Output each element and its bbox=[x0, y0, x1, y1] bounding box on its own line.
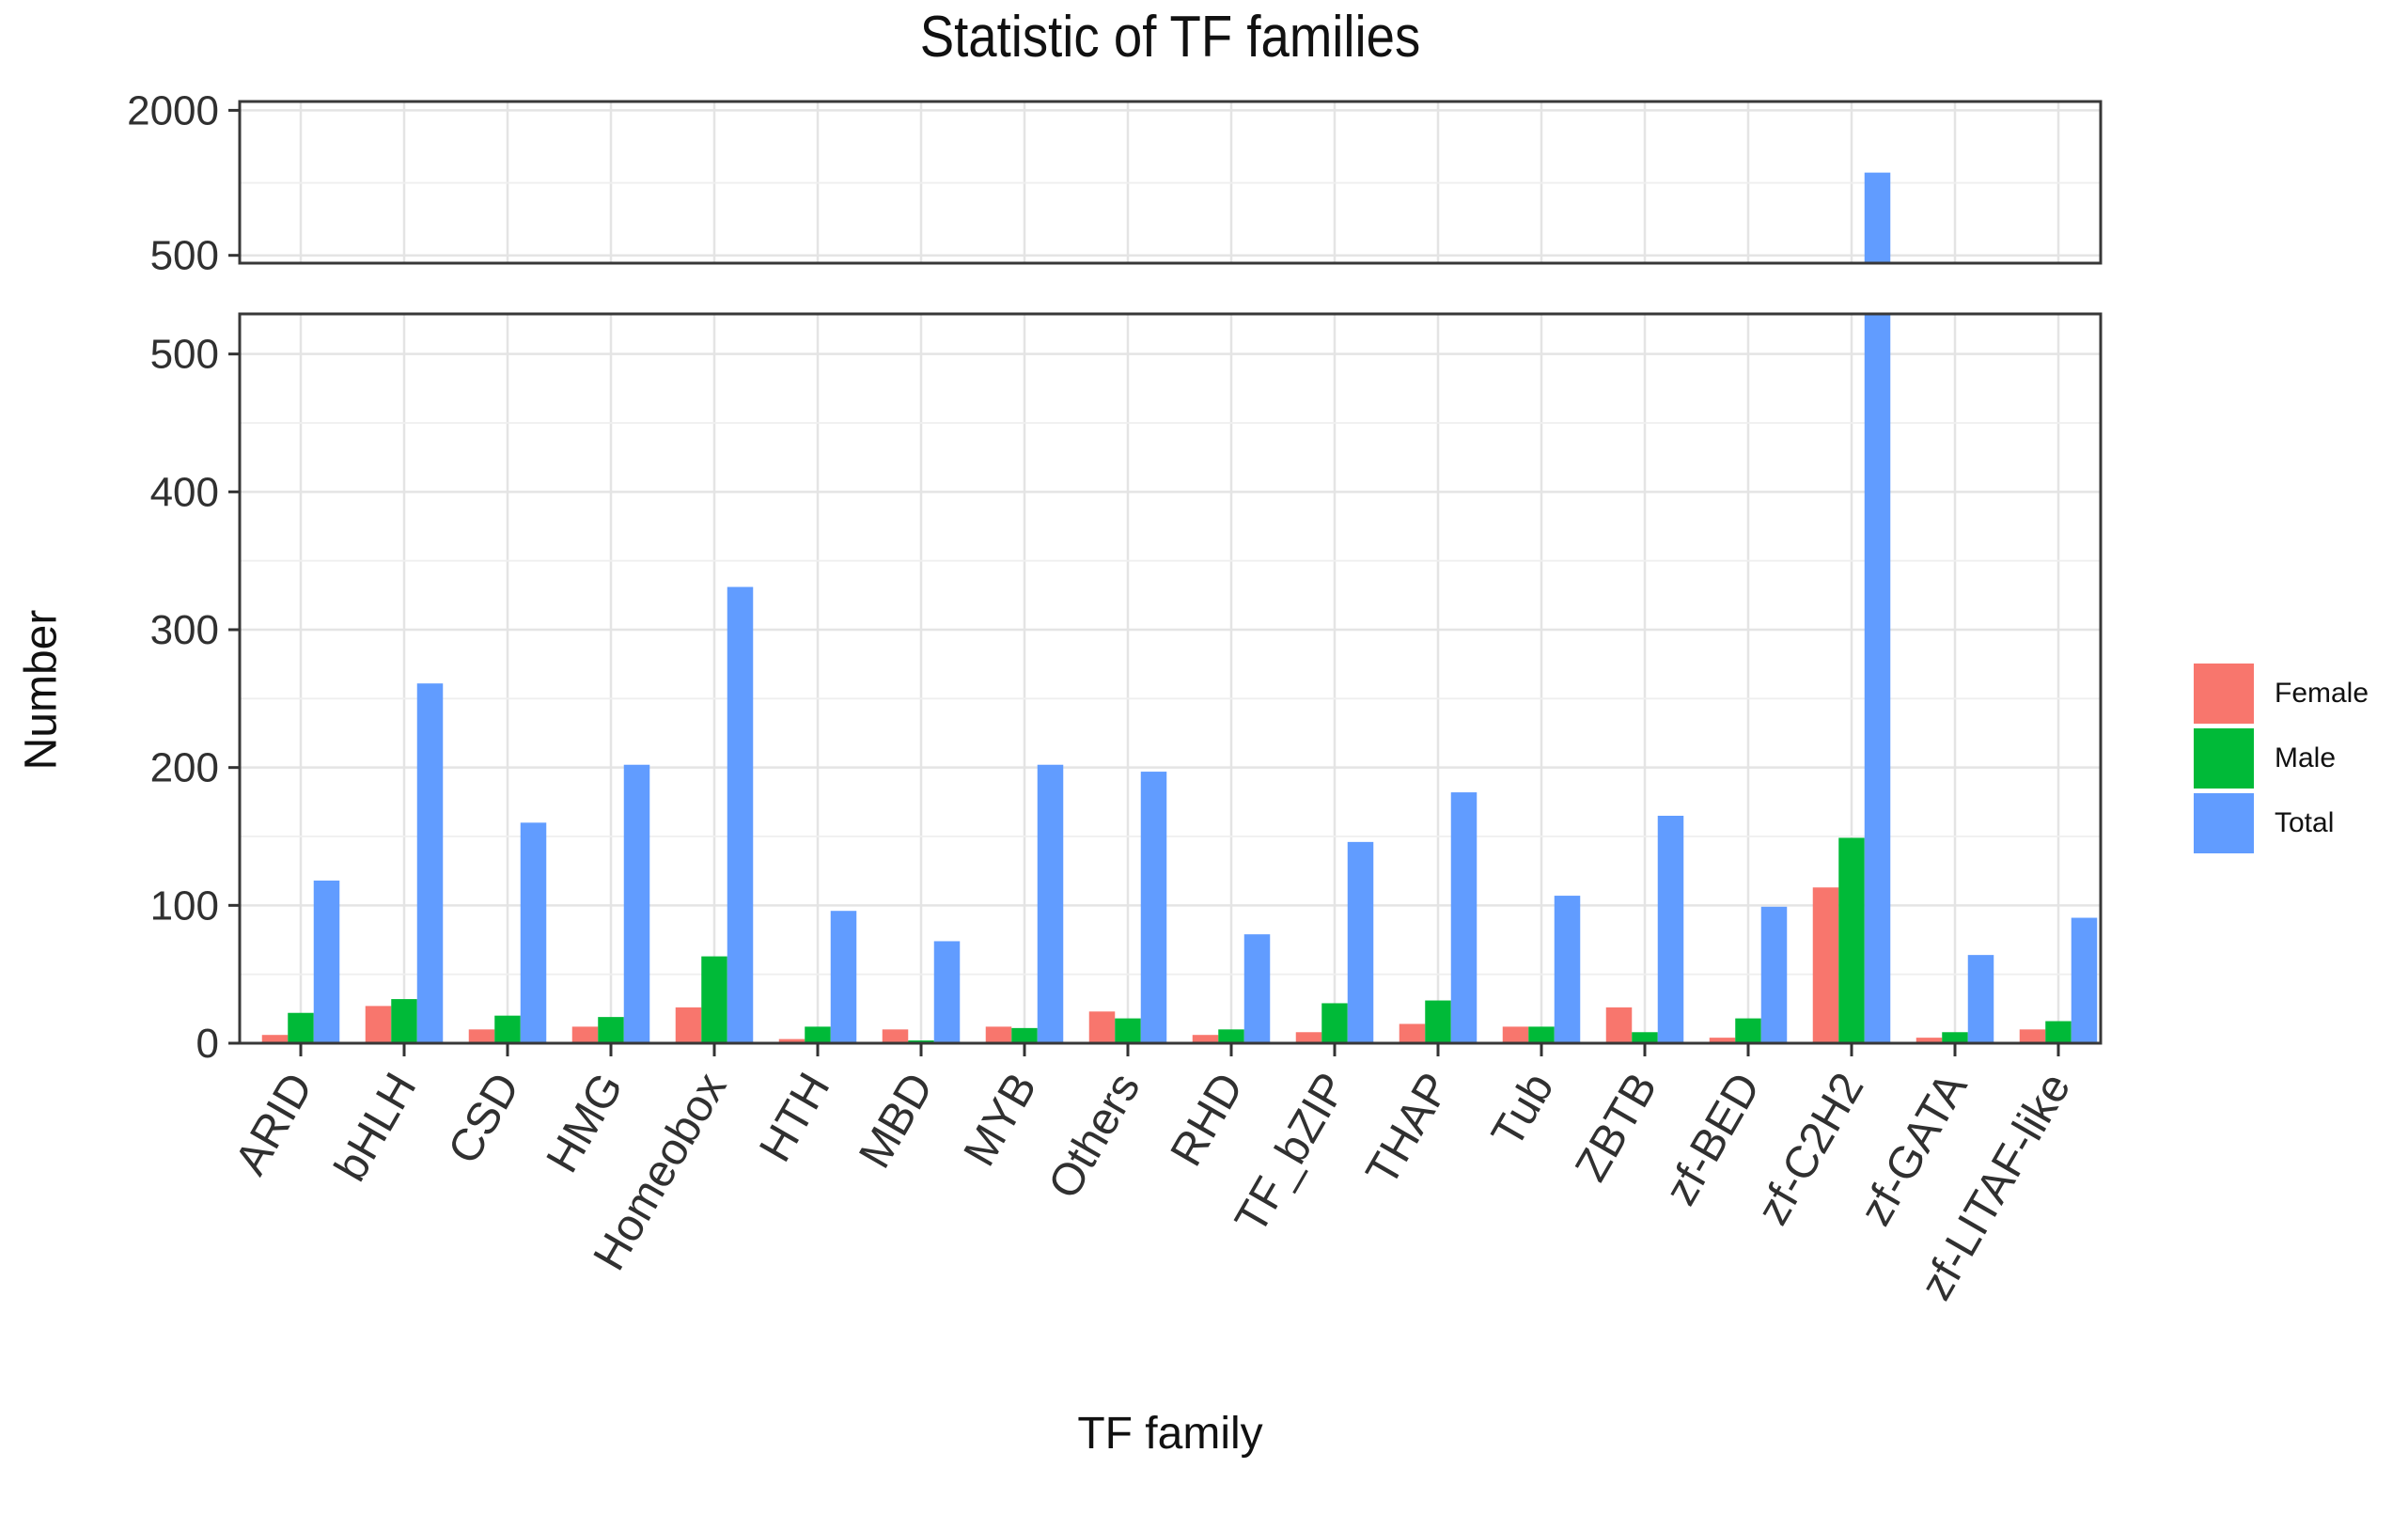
bar-total-RHD bbox=[1243, 934, 1271, 1043]
bar-female-CSD bbox=[468, 1029, 495, 1043]
y-tick-label: 500 bbox=[150, 233, 219, 279]
bar-male-RHD bbox=[1218, 1029, 1244, 1043]
chart-title: Statistic of TF families bbox=[919, 5, 1421, 70]
bar-female-zf-LITAF-like bbox=[2019, 1029, 2046, 1043]
x-tick-label: Others bbox=[1040, 1065, 1150, 1207]
legend-swatch-total-icon bbox=[2194, 793, 2254, 853]
x-tick-label: bHLH bbox=[325, 1065, 426, 1190]
bar-male-MYB bbox=[1011, 1027, 1038, 1043]
legend-label-female: Female bbox=[2275, 678, 2369, 709]
bar-female-Others bbox=[1088, 1011, 1116, 1043]
bar-male-zf-LITAF-like bbox=[2045, 1021, 2072, 1043]
legend-label-total: Total bbox=[2275, 807, 2335, 838]
bar-male-CSD bbox=[494, 1015, 521, 1043]
bar-female-bHLH bbox=[365, 1006, 392, 1043]
y-tick-label: 0 bbox=[196, 1021, 219, 1067]
bar-male-HTH bbox=[805, 1026, 831, 1043]
bar-total-THAP bbox=[1450, 792, 1478, 1043]
legend-item-total: Total bbox=[2194, 793, 2369, 853]
y-tick-label: 500 bbox=[150, 332, 219, 378]
bar-female-zf-C2H2 bbox=[1812, 887, 1839, 1043]
bar-total-TF_bZIP bbox=[1347, 841, 1374, 1043]
legend-item-female: Female bbox=[2194, 664, 2369, 724]
panel-border bbox=[238, 312, 2103, 1045]
bar-male-Others bbox=[1115, 1018, 1141, 1043]
panel-border bbox=[238, 100, 2103, 265]
bar-total-Homeobox bbox=[727, 586, 754, 1043]
bar-total-bHLH bbox=[416, 683, 444, 1043]
y-tick-label: 400 bbox=[150, 469, 219, 515]
bar-total-Others bbox=[1140, 772, 1167, 1043]
bar-female-TF_bZIP bbox=[1295, 1032, 1322, 1043]
bar-male-zf-BED bbox=[1735, 1018, 1761, 1043]
bar-male-zf-C2H2 bbox=[1838, 837, 1865, 1043]
bar-male-Tub bbox=[1528, 1026, 1555, 1043]
bar-male-ARID bbox=[288, 1012, 314, 1043]
bar-female-zf-BED bbox=[1709, 1038, 1736, 1043]
bar-total-zf-C2H2 bbox=[1864, 314, 1891, 1043]
bar-female-Homeobox bbox=[675, 1007, 702, 1043]
bar-total-ZBTB bbox=[1657, 815, 1684, 1043]
bar-male-bHLH bbox=[391, 999, 417, 1043]
bar-total-Tub bbox=[1554, 896, 1581, 1043]
bar-total-MYB bbox=[1037, 764, 1064, 1043]
bar-male-THAP bbox=[1425, 1000, 1451, 1043]
x-tick-label: HTH bbox=[750, 1065, 839, 1170]
bar-top-total-zf-C2H2 bbox=[1864, 172, 1891, 263]
legend-item-male: Male bbox=[2194, 728, 2369, 789]
x-tick-label: ZBTB bbox=[1566, 1065, 1666, 1190]
x-tick-label: zf-BED bbox=[1656, 1065, 1771, 1213]
y-tick-label: 200 bbox=[150, 745, 219, 791]
bar-total-MBD bbox=[933, 941, 961, 1043]
x-tick-label: CSD bbox=[439, 1065, 530, 1172]
bar-female-ZBTB bbox=[1605, 1007, 1633, 1043]
bar-total-zf-LITAF-like bbox=[2071, 917, 2098, 1043]
bar-female-Tub bbox=[1502, 1026, 1529, 1043]
x-tick-label: MYB bbox=[955, 1065, 1047, 1175]
bar-female-HMG bbox=[571, 1026, 599, 1043]
bar-total-CSD bbox=[520, 822, 547, 1043]
bar-male-ZBTB bbox=[1632, 1032, 1658, 1043]
bar-male-TF_bZIP bbox=[1321, 1003, 1348, 1043]
y-tick-label: 100 bbox=[150, 882, 219, 929]
legend-swatch-female-icon bbox=[2194, 664, 2254, 724]
y-tick-label: 2000 bbox=[127, 87, 219, 133]
bar-total-HMG bbox=[623, 764, 650, 1043]
x-tick-label: Tub bbox=[1482, 1065, 1563, 1156]
legend-swatch-male-icon bbox=[2194, 728, 2254, 789]
bar-male-HMG bbox=[598, 1017, 624, 1043]
bar-female-zf-GATA bbox=[1915, 1038, 1943, 1043]
legend-label-male: Male bbox=[2275, 742, 2337, 773]
x-tick-label: RHD bbox=[1162, 1065, 1254, 1175]
bar-total-ARID bbox=[313, 880, 340, 1043]
y-tick-label: 300 bbox=[150, 607, 219, 653]
x-tick-label: ARID bbox=[226, 1065, 322, 1183]
bar-total-HTH bbox=[830, 911, 857, 1043]
legend: Female Male Total bbox=[2194, 664, 2369, 853]
x-tick-label: THAP bbox=[1357, 1065, 1461, 1194]
bar-female-MYB bbox=[985, 1026, 1012, 1043]
bar-total-zf-GATA bbox=[1967, 955, 1994, 1043]
bar-male-Homeobox bbox=[701, 956, 727, 1043]
x-axis-title: TF family bbox=[1077, 1409, 1263, 1459]
bar-male-zf-GATA bbox=[1942, 1032, 1968, 1043]
bar-female-MBD bbox=[882, 1029, 909, 1043]
bar-female-THAP bbox=[1399, 1023, 1426, 1043]
bar-female-ARID bbox=[261, 1035, 289, 1043]
bar-female-RHD bbox=[1192, 1035, 1219, 1043]
bar-female-HTH bbox=[778, 1039, 805, 1043]
bar-total-zf-BED bbox=[1760, 906, 1788, 1043]
x-tick-label: HMG bbox=[538, 1065, 633, 1180]
x-tick-label: MBD bbox=[850, 1065, 943, 1177]
